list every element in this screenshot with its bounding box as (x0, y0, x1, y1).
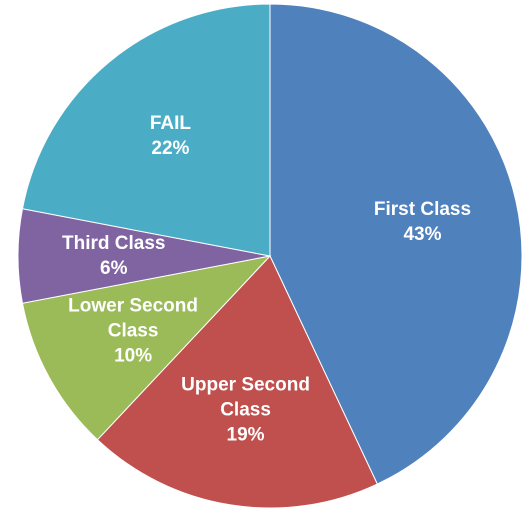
slice-label: Upper Second Class 19% (171, 373, 321, 448)
slice-value: 19% (226, 424, 265, 446)
pie-slice (21, 3, 271, 257)
slice-value: 43% (403, 223, 442, 245)
slice-name: Lower Second Class (68, 295, 198, 342)
slice-value: 22% (151, 137, 190, 159)
slice-label: FAIL 22% (95, 111, 245, 161)
slice-name: First Class (373, 198, 472, 220)
slice-value: 10% (114, 345, 153, 367)
pie-slice (21, 255, 272, 441)
pie-slice (96, 255, 378, 509)
slice-name: Upper Second Class (181, 374, 310, 421)
slice-label: First Class 43% (347, 197, 497, 247)
pie-slice (269, 3, 523, 485)
slice-name: Third Class (62, 233, 166, 254)
slice-label: Lower Second Class 10% (58, 294, 208, 369)
slice-name: FAIL (149, 112, 191, 134)
slice-value: 6% (100, 258, 128, 279)
slice-label: Third Class 6% (39, 231, 189, 281)
